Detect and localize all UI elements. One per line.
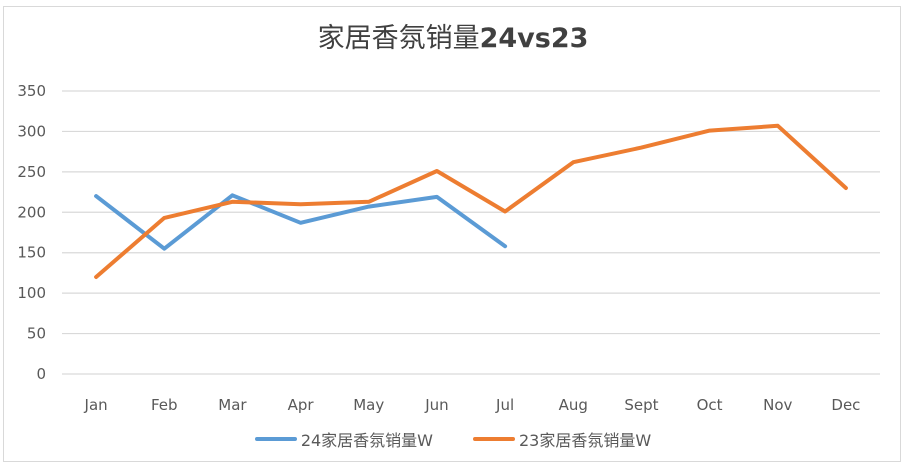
legend-swatch-23 [473, 437, 515, 441]
legend-item-24: 24家居香氛销量W [254, 427, 433, 451]
x-tick-label: Feb [151, 396, 178, 414]
x-tick-label: Mar [218, 396, 247, 414]
x-tick-label: Dec [831, 396, 860, 414]
legend-label-24: 24家居香氛销量W [300, 431, 433, 450]
x-tick-label: May [353, 396, 384, 414]
series-line-0 [94, 193, 508, 251]
series-line-1 [94, 123, 848, 279]
y-tick-label: 0 [36, 365, 46, 383]
y-tick-label: 350 [17, 82, 46, 100]
chart-title: 家居香氛销量24vs23 [0, 16, 906, 55]
y-tick-label: 150 [17, 244, 46, 262]
y-tick-label: 250 [17, 163, 46, 181]
x-tick-label: Apr [288, 396, 315, 414]
x-tick-label: Jun [424, 396, 448, 414]
y-tick-label: 100 [17, 284, 46, 302]
legend-swatch-24 [254, 437, 297, 441]
chart-frame [3, 6, 901, 462]
legend-item-23: 23家居香氛销量W [473, 427, 651, 451]
x-tick-label: Jul [495, 396, 514, 414]
y-tick-label: 300 [17, 122, 46, 140]
x-axis: Jan Feb Mar Apr May Jun Jul Aug Sept Oct Nov Dec [84, 396, 861, 414]
x-tick-label: Jan [84, 396, 108, 414]
legend-label-23: 23家居香氛销量W [519, 431, 652, 450]
y-axis: 0 50 100 150 200 250 300 350 [17, 82, 46, 383]
x-tick-label: Oct [697, 396, 723, 414]
y-tick-label: 200 [17, 203, 46, 221]
legend: 24家居香氛销量W 23家居香氛销量W [0, 427, 906, 451]
x-tick-label: Nov [763, 396, 792, 414]
chart-title-cn: 家居香氛销量 [317, 23, 480, 54]
series-lines [94, 123, 848, 279]
y-tick-label: 50 [27, 325, 46, 343]
x-tick-label: Sept [624, 396, 658, 414]
gridlines [62, 90, 880, 375]
chart-title-latin: 24vs23 [479, 23, 589, 54]
x-tick-label: Aug [559, 396, 588, 414]
